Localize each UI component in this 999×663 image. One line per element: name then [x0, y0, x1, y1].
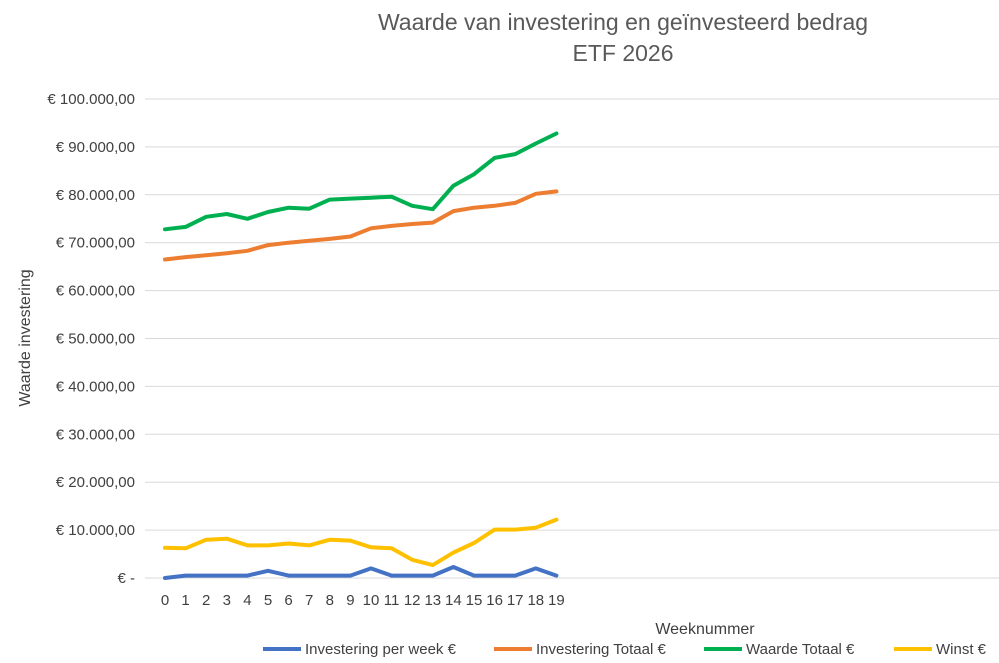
y-tick-label-1: € 10.000,00: [56, 522, 135, 539]
chart-subtitle: ETF 2026: [573, 40, 674, 66]
x-tick-label-1: 1: [181, 592, 189, 609]
legend-label-3: Winst €: [936, 641, 987, 658]
y-tick-label-6: € 60.000,00: [56, 283, 135, 300]
x-tick-label-8: 8: [326, 592, 334, 609]
x-axis-label: Weeknummer: [655, 621, 755, 638]
y-tick-label-9: € 90.000,00: [56, 139, 135, 156]
gridlines: [145, 98, 999, 579]
x-tick-label-3: 3: [223, 592, 231, 609]
legend: Investering per week € Investering Totaal…: [263, 641, 987, 658]
y-tick-label-8: € 80.000,00: [56, 187, 135, 204]
x-tick-label-7: 7: [305, 592, 313, 609]
x-tick-label-15: 15: [466, 592, 483, 609]
y-tick-label-4: € 40.000,00: [56, 378, 135, 395]
legend-label-2: Waarde Totaal €: [746, 641, 855, 658]
x-tick-label-12: 12: [404, 592, 421, 609]
y-tick-label-7: € 70.000,00: [56, 235, 135, 252]
x-tick-label-17: 17: [507, 592, 524, 609]
x-tick-label-16: 16: [486, 592, 503, 609]
x-tick-label-0: 0: [161, 592, 169, 609]
y-tick-label-10: € 100.000,00: [47, 91, 135, 108]
x-tick-label-6: 6: [284, 592, 292, 609]
y-axis-tick-labels: € - € 10.000,00 € 20.000,00 € 30.000,00 € 40…: [47, 91, 135, 587]
x-tick-label-19: 19: [548, 592, 565, 609]
y-tick-label-0: € -: [117, 570, 135, 587]
legend-label-0: Investering per week €: [305, 641, 457, 658]
legend-label-1: Investering Totaal €: [536, 641, 666, 658]
x-tick-label-14: 14: [445, 592, 462, 609]
y-tick-label-5: € 50.000,00: [56, 331, 135, 348]
y-tick-label-2: € 20.000,00: [56, 474, 135, 491]
y-axis-label: Waarde investering: [17, 269, 34, 406]
x-tick-label-18: 18: [527, 592, 544, 609]
x-axis-tick-labels: 0 1 2 3 4 5 6 7 8 9 10 11 12 13 14 15 16 17 18 19: [161, 592, 565, 609]
x-tick-label-2: 2: [202, 592, 210, 609]
x-tick-label-5: 5: [264, 592, 272, 609]
series-line-1: [163, 189, 559, 262]
x-tick-label-13: 13: [424, 592, 441, 609]
chart-title: Waarde van investering en geïnvesteerd b…: [378, 9, 868, 35]
x-tick-label-11: 11: [384, 592, 400, 609]
x-tick-label-10: 10: [363, 592, 380, 609]
series-line-2: [163, 131, 559, 232]
y-tick-label-3: € 30.000,00: [56, 426, 135, 443]
x-tick-label-4: 4: [243, 592, 251, 609]
series-line-0: [163, 565, 559, 580]
series-line-3: [163, 517, 559, 568]
x-tick-label-9: 9: [346, 592, 354, 609]
series-lines: [163, 131, 559, 580]
